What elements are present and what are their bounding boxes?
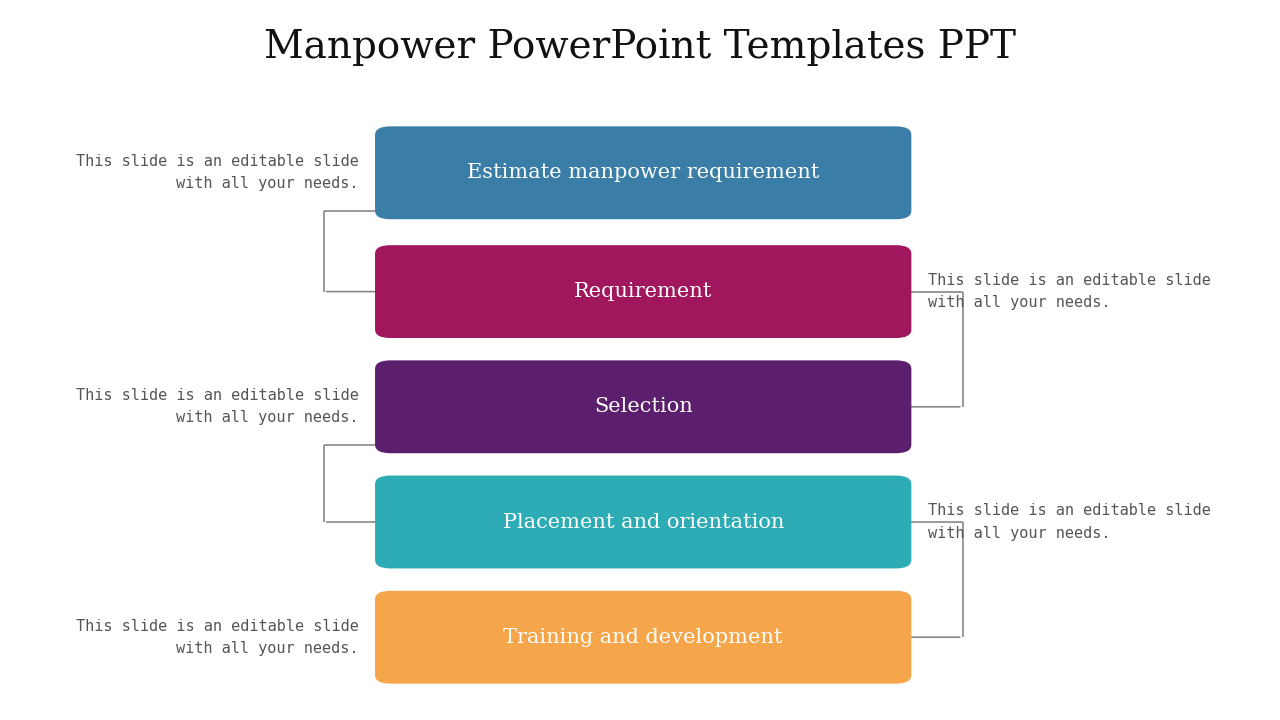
Text: This slide is an editable slide
with all your needs.: This slide is an editable slide with all… <box>928 503 1211 541</box>
Text: Placement and orientation: Placement and orientation <box>503 513 783 531</box>
FancyBboxPatch shape <box>375 127 911 219</box>
FancyBboxPatch shape <box>375 245 911 338</box>
Text: This slide is an editable slide
with all your needs.: This slide is an editable slide with all… <box>76 154 358 192</box>
Text: Requirement: Requirement <box>573 282 713 301</box>
Text: Manpower PowerPoint Templates PPT: Manpower PowerPoint Templates PPT <box>264 28 1016 66</box>
FancyBboxPatch shape <box>375 475 911 569</box>
Text: Selection: Selection <box>594 397 692 416</box>
Text: This slide is an editable slide
with all your needs.: This slide is an editable slide with all… <box>76 618 358 656</box>
Text: This slide is an editable slide
with all your needs.: This slide is an editable slide with all… <box>76 388 358 426</box>
Text: Estimate manpower requirement: Estimate manpower requirement <box>467 163 819 182</box>
Text: Training and development: Training and development <box>503 628 783 647</box>
Text: This slide is an editable slide
with all your needs.: This slide is an editable slide with all… <box>928 273 1211 310</box>
FancyBboxPatch shape <box>375 360 911 454</box>
FancyBboxPatch shape <box>375 590 911 684</box>
